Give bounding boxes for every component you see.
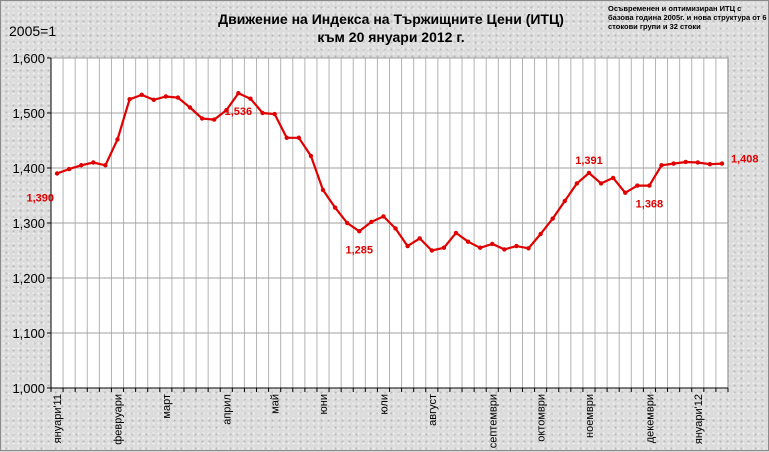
chart-note: Осъвременен и оптимизиран ИТЦ с базова г…: [608, 4, 767, 31]
data-point: [187, 105, 193, 110]
data-point: [163, 94, 169, 99]
x-tick-label: май: [270, 394, 282, 414]
x-tick-label: декември: [644, 394, 656, 443]
data-label: 1,285: [346, 244, 374, 256]
data-point: [103, 163, 108, 168]
data-point: [272, 111, 277, 117]
x-tick-label: септември: [487, 394, 499, 448]
data-point: [393, 226, 398, 231]
x-tick-label: август: [427, 394, 439, 426]
data-point: [151, 97, 156, 103]
data-point: [54, 171, 60, 176]
data-point: [66, 166, 72, 172]
data-point: [538, 231, 543, 237]
data-point: [308, 153, 314, 159]
data-point: [139, 92, 144, 98]
data-point: [405, 243, 410, 249]
data-point: [707, 161, 713, 167]
data-point: [550, 216, 555, 221]
data-point: [284, 135, 289, 140]
data-point: [441, 245, 447, 250]
data-point: [260, 110, 265, 116]
data-point: [199, 116, 205, 121]
x-tick-label: октомври: [536, 394, 548, 442]
y-tick-label: 1,200: [12, 271, 45, 286]
data-point: [344, 220, 350, 226]
data-point: [683, 159, 688, 165]
data-point: [115, 137, 120, 142]
chart-title: Движение на Индекса на Тържищните Цени (…: [218, 11, 564, 27]
x-tick-label: юни: [318, 394, 330, 414]
data-point: [598, 181, 604, 186]
data-label: 1,390: [27, 193, 55, 205]
data-label: 1,536: [225, 106, 253, 118]
data-point: [610, 175, 616, 181]
data-point: [381, 214, 386, 219]
chart-subtitle: към 20 януари 2012 г.: [317, 29, 465, 45]
y-tick-label: 1,000: [12, 381, 45, 396]
data-point: [635, 183, 640, 188]
data-point: [562, 198, 567, 204]
data-point: [236, 91, 241, 96]
x-tick-label: януари'11: [52, 394, 64, 443]
y-tick-label: 1,500: [12, 106, 45, 121]
x-tick-label: ноември: [584, 394, 596, 438]
data-point: [296, 135, 302, 140]
data-point: [224, 108, 229, 113]
x-tick-label: април: [221, 394, 233, 425]
x-tick-label: юли: [378, 394, 390, 415]
data-point: [127, 97, 132, 102]
data-point: [79, 163, 84, 168]
unit-label: 2005=1: [9, 23, 57, 39]
data-point: [429, 248, 435, 253]
data-point: [695, 160, 700, 165]
data-label: 1,368: [636, 199, 664, 211]
x-tick-label: февруари: [112, 394, 124, 445]
data-point: [574, 181, 580, 186]
data-point: [659, 163, 664, 168]
data-point: [490, 241, 495, 247]
data-point: [248, 96, 253, 101]
data-point: [332, 205, 338, 210]
y-tick-label: 1,600: [12, 51, 45, 66]
data-point: [623, 190, 628, 195]
y-tick-label: 1,300: [12, 216, 45, 231]
y-tick-label: 1,400: [12, 161, 45, 176]
data-label: 1,408: [731, 154, 759, 166]
data-point: [369, 219, 374, 225]
data-point: [212, 117, 217, 122]
data-label: 1,391: [575, 155, 603, 167]
x-tick-label: януари'12: [693, 394, 705, 444]
data-point: [586, 170, 592, 176]
data-point: [477, 245, 483, 250]
y-tick-label: 1,100: [12, 326, 45, 341]
data-point: [417, 236, 422, 241]
data-point: [320, 187, 326, 193]
x-tick-label: март: [161, 394, 173, 419]
data-point: [514, 243, 519, 249]
data-point: [465, 239, 471, 244]
data-point: [175, 95, 181, 100]
data-point: [357, 229, 362, 234]
data-point: [647, 183, 652, 188]
data-point: [719, 161, 725, 166]
data-point: [453, 230, 459, 236]
data-point: [671, 161, 676, 166]
data-point: [502, 247, 507, 252]
data-point: [91, 160, 96, 165]
data-point: [526, 246, 531, 251]
